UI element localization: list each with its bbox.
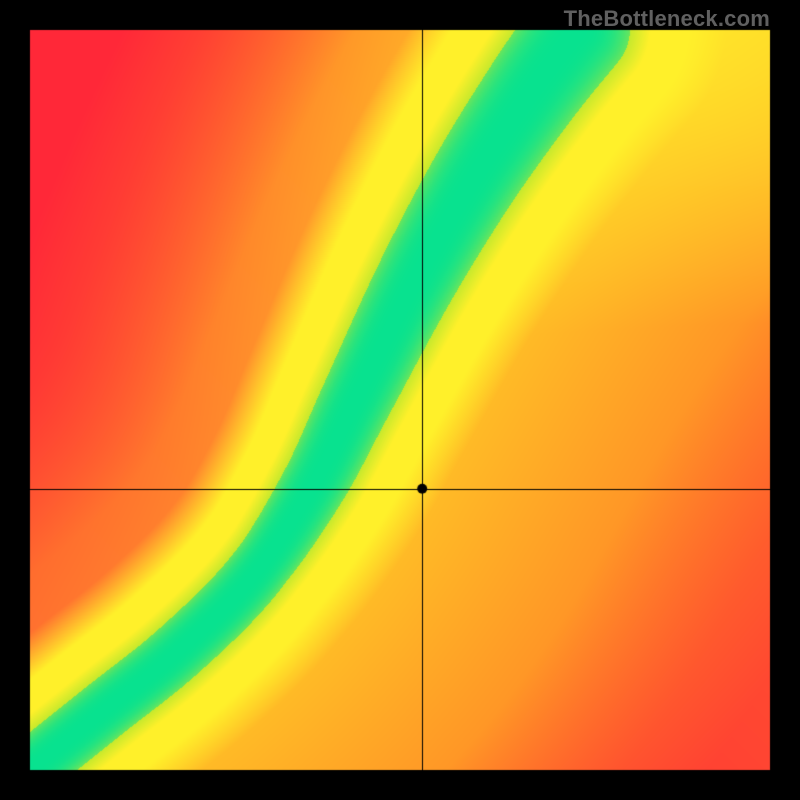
chart-container: TheBottleneck.com [0, 0, 800, 800]
heatmap-canvas [0, 0, 800, 800]
watermark-text: TheBottleneck.com [564, 6, 770, 32]
